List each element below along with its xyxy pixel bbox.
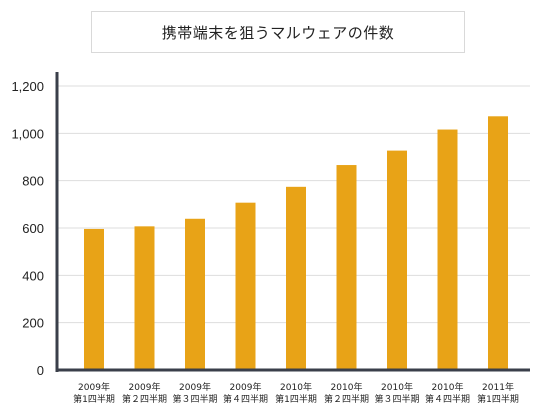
x-tick-label: 第２四半期 xyxy=(324,393,369,405)
x-tick-label: 2010年 xyxy=(280,381,312,393)
x-tick-label: 2009年 xyxy=(129,381,161,393)
bar xyxy=(235,202,256,370)
bar xyxy=(84,228,104,370)
y-tick-label: 600 xyxy=(22,221,44,236)
x-tick-label: 2010年 xyxy=(331,381,363,393)
x-tick-label: 第２四半期 xyxy=(122,393,167,405)
bar xyxy=(488,116,508,370)
axes xyxy=(55,72,530,372)
x-tick-label: 2010年 xyxy=(381,381,413,393)
bar xyxy=(286,186,306,370)
x-tick-label: 2011年 xyxy=(482,381,514,393)
y-tick-label: 200 xyxy=(22,316,44,331)
x-tick-label: 第３四半期 xyxy=(374,393,419,405)
y-tick-label: 800 xyxy=(22,174,44,189)
chart-title: 携帯端末を狙うマルウェアの件数 xyxy=(91,11,465,53)
x-tick-label: 第1四半期 xyxy=(275,393,317,405)
x-tick-label: 第４四半期 xyxy=(223,393,268,405)
x-tick-label: 2009年 xyxy=(78,381,110,393)
y-tick-label: 400 xyxy=(22,268,44,283)
x-tick-label: 第1四半期 xyxy=(73,393,115,405)
bar xyxy=(437,129,458,370)
bar xyxy=(185,218,205,370)
y-tick-label: 1,200 xyxy=(11,79,44,94)
y-tick-label: 1,000 xyxy=(11,126,44,141)
x-tick-label: 第1四半期 xyxy=(477,393,519,405)
bar xyxy=(134,226,155,370)
x-tick-label: 第３四半期 xyxy=(172,393,217,405)
bar xyxy=(336,165,357,370)
x-tick-label: 2009年 xyxy=(230,381,262,393)
x-tick-label: 第４四半期 xyxy=(425,393,470,405)
x-tick-labels: 2009年第1四半期2009年第２四半期2009年第３四半期2009年第４四半期… xyxy=(73,381,519,405)
bars xyxy=(84,116,508,370)
y-tick-labels: 0 200 400 600 800 1,000 1,200 xyxy=(11,79,44,378)
bar xyxy=(387,150,407,370)
x-tick-label: 2009年 xyxy=(179,381,211,393)
x-tick-label: 2010年 xyxy=(432,381,464,393)
y-tick-label: 0 xyxy=(37,363,44,378)
